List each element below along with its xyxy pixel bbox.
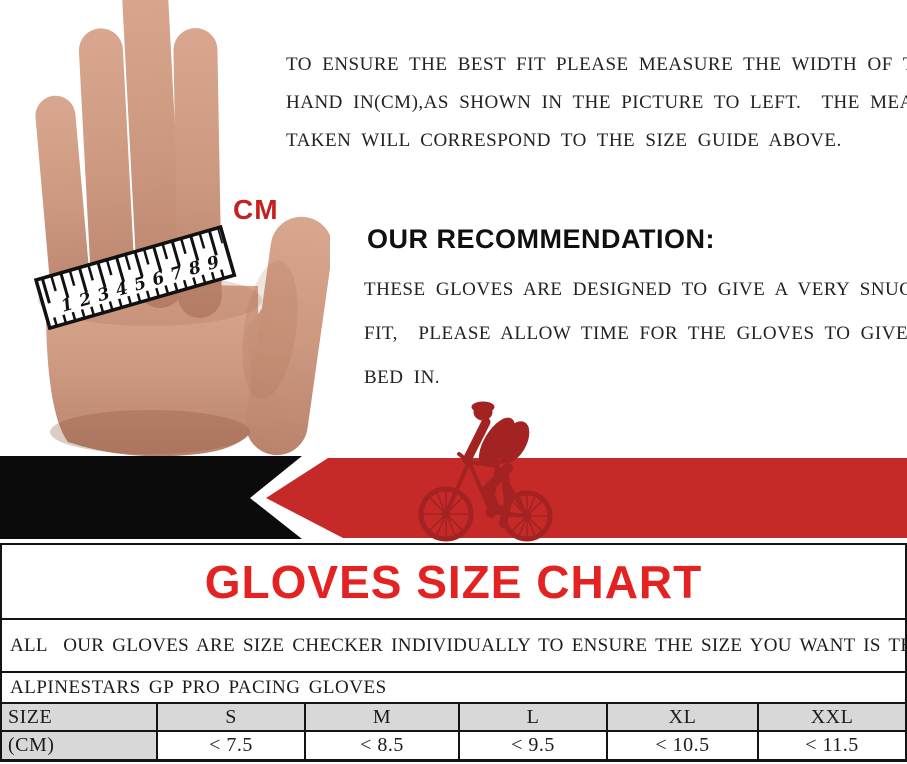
ruler-number: 7: [168, 263, 185, 286]
ruler-number-row: 1 2 3 4 5 6 7 8 9: [59, 252, 222, 316]
size-header-l: L: [458, 702, 606, 730]
cm-row-label: (CM): [2, 730, 156, 759]
cm-value-xl: < 10.5: [606, 730, 757, 759]
size-header-s: S: [156, 702, 304, 730]
ruler-number: 2: [76, 289, 94, 312]
recommendation-text: THESE GLOVES ARE DESIGNED TO GIVE A VERY…: [364, 268, 907, 400]
cm-value-xxl: < 11.5: [757, 730, 905, 759]
cm-value-s: < 7.5: [156, 730, 304, 759]
ruler-number: 5: [132, 273, 149, 295]
instruction-line: TO ENSURE THE BEST FIT PLEASE MEASURE TH…: [286, 54, 907, 75]
instruction-line: HAND IN(CM),AS SHOWN IN THE PICTURE TO L…: [286, 92, 907, 113]
recommendation-line: FIT, PLEASE ALLOW TIME FOR THE GLOVES TO…: [364, 323, 907, 344]
cm-label: CM: [233, 194, 279, 225]
cm-value-m: < 8.5: [304, 730, 458, 759]
ruler-number: 1: [59, 294, 76, 316]
recommendation-line: BED IN.: [364, 367, 441, 388]
cm-value-l: < 9.5: [458, 730, 606, 759]
fit-instructions: TO ENSURE THE BEST FIT PLEASE MEASURE TH…: [286, 46, 907, 160]
size-chart-box: GLOVES SIZE CHART ALL OUR GLOVES ARE SIZ…: [0, 543, 907, 762]
recommendation-line: THESE GLOVES ARE DESIGNED TO GIVE A VERY…: [364, 279, 907, 300]
ruler-number: 4: [113, 278, 130, 300]
ruler-number: 9: [205, 252, 222, 275]
hand-measure-figure: 1 2 3 4 5 6 7 8 9 CM: [33, 0, 330, 457]
quality-note: ALL OUR GLOVES ARE SIZE CHECKER INDIVIDU…: [2, 620, 907, 673]
size-header-m: M: [304, 702, 458, 730]
ruler-number: 8: [186, 257, 204, 280]
size-chart-title: GLOVES SIZE CHART: [204, 555, 703, 608]
banner: [0, 401, 907, 542]
red-band: [266, 458, 907, 538]
size-header-xxl: XXL: [757, 702, 905, 730]
cyclist-icon: [418, 401, 553, 542]
size-chart-title-row: GLOVES SIZE CHART: [2, 545, 905, 620]
ruler-number: 6: [150, 268, 167, 291]
product-name: ALPINESTARS GP PRO PACING GLOVES: [10, 676, 387, 698]
size-table: SIZE S M L XL XXL (CM) < 7.5 < 8.5 < 9.5…: [2, 702, 905, 759]
size-row-label: SIZE: [2, 702, 156, 730]
size-header-xl: XL: [606, 702, 757, 730]
recommendation-heading: OUR RECOMMENDATION:: [367, 224, 715, 254]
ruler-number: 3: [95, 284, 112, 307]
cm-ruler: 1 2 3 4 5 6 7 8 9: [33, 224, 237, 331]
ruler-bottom-ticks: [53, 267, 231, 327]
instruction-line: TAKEN WILL CORRESPOND TO THE SIZE GUIDE …: [286, 130, 842, 151]
